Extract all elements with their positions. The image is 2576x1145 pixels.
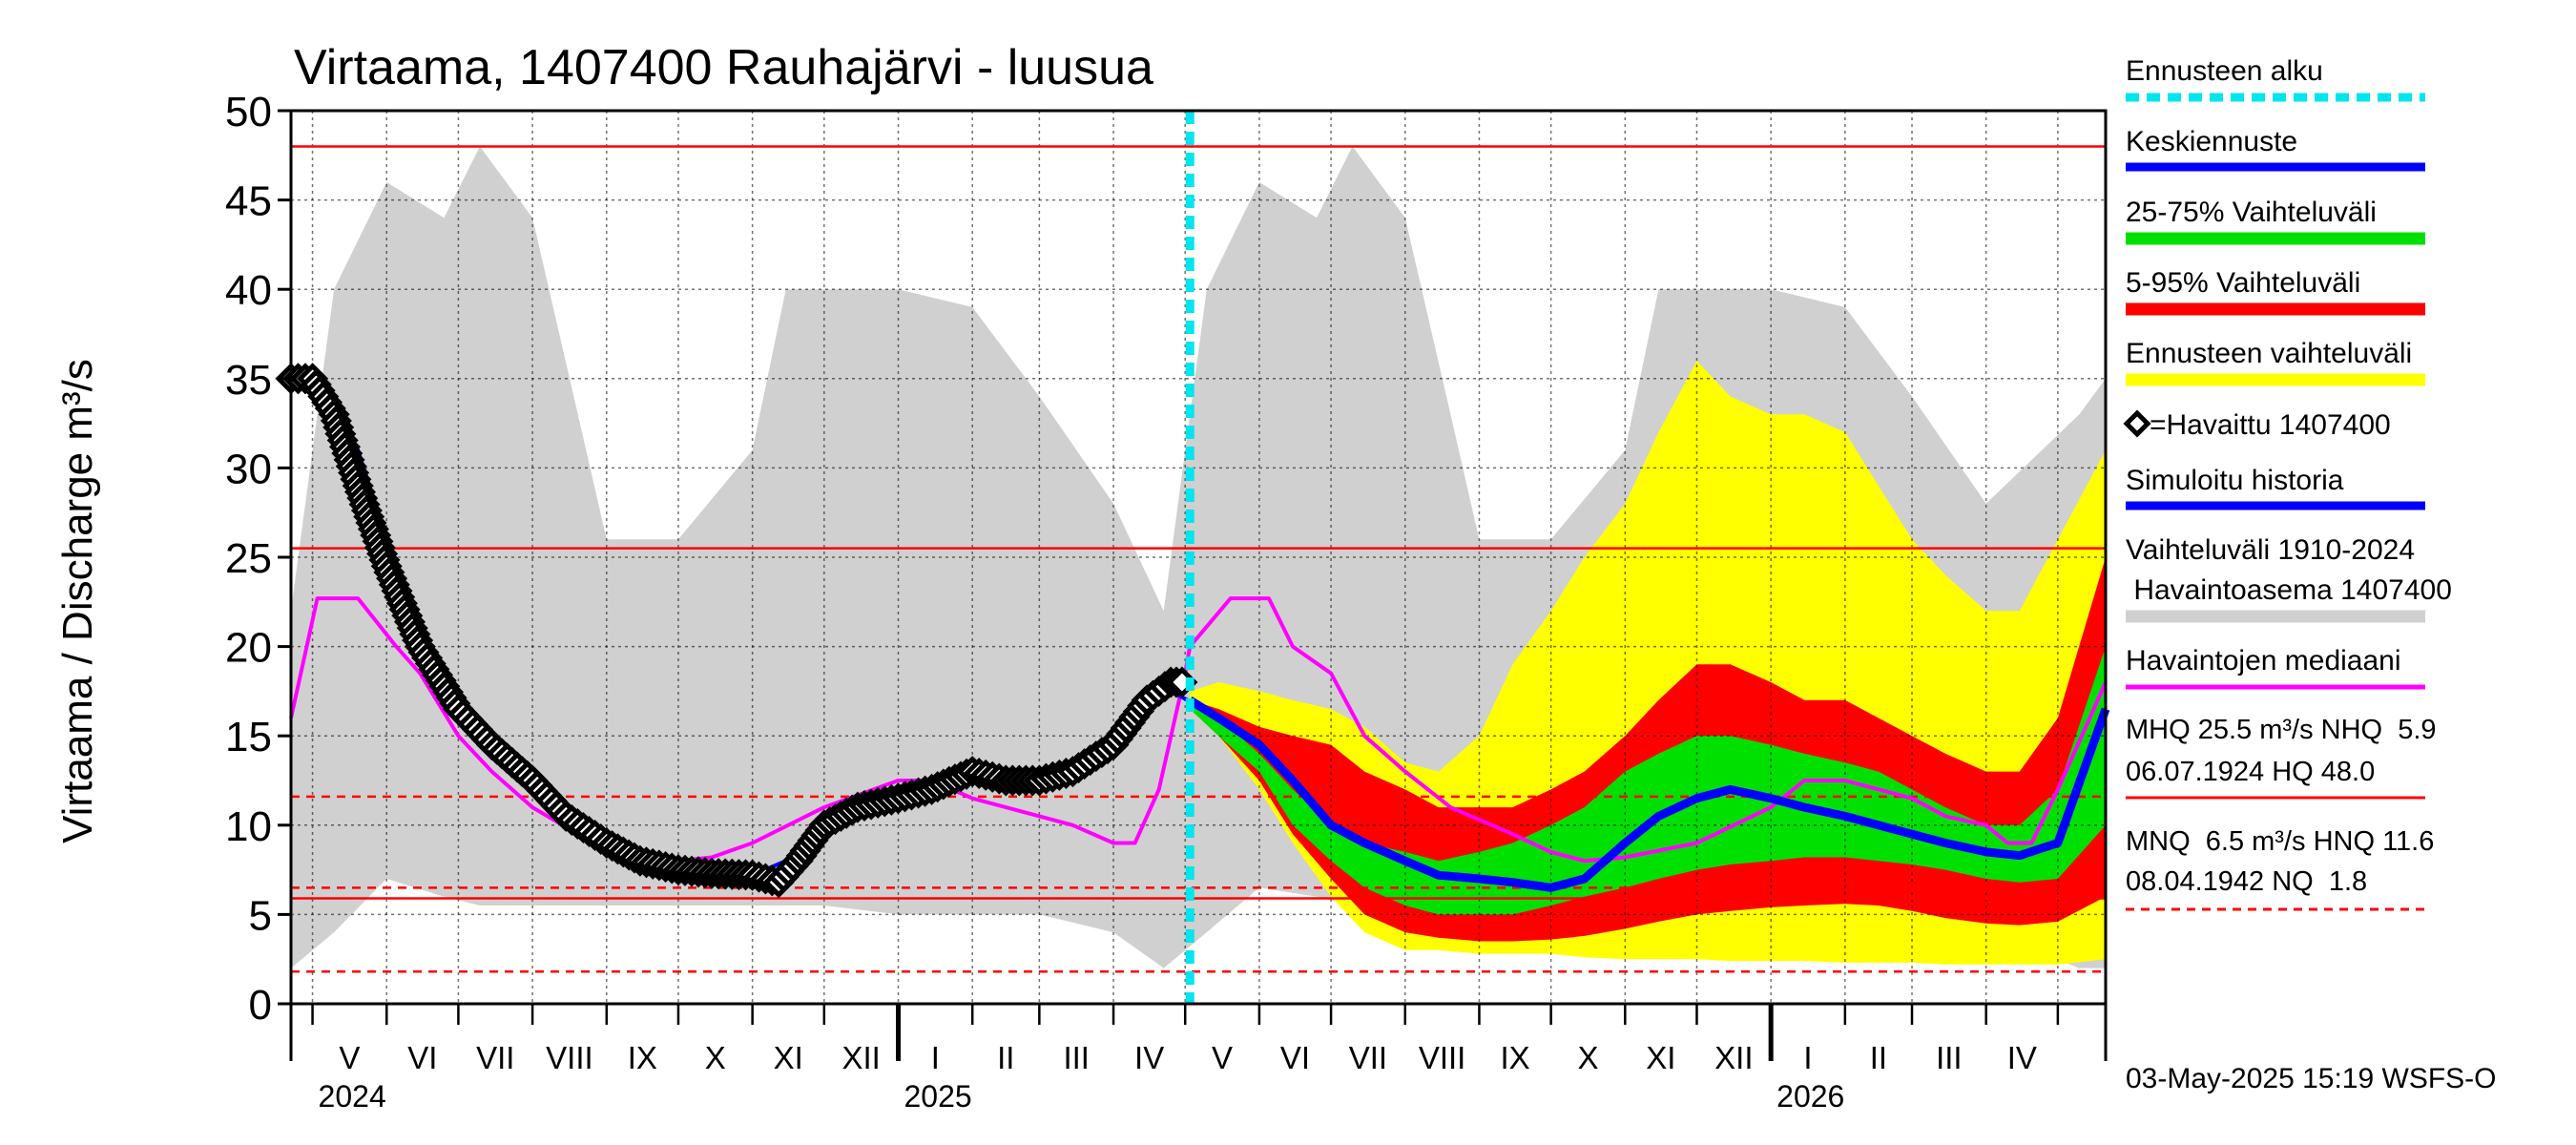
month-label: VIII — [1419, 1040, 1466, 1075]
year-label: 2025 — [904, 1079, 972, 1114]
month-label: VII — [1349, 1040, 1387, 1075]
month-label: III — [1063, 1040, 1090, 1075]
month-label: XI — [774, 1040, 803, 1075]
stats-line-4: 08.04.1942 NQ 1.8 — [2126, 866, 2367, 897]
y-tick-label: 40 — [225, 267, 272, 314]
y-tick-label: 35 — [225, 357, 272, 404]
month-label: VI — [407, 1040, 437, 1075]
month-label: X — [705, 1040, 726, 1075]
stats-line-3: MNQ 6.5 m³/s HNQ 11.6 — [2126, 826, 2434, 857]
month-label: IX — [628, 1040, 657, 1075]
legend-median-label: Havaintojen mediaani — [2126, 645, 2401, 677]
legend-historical-range-label-1: Vaihteluväli 1910-2024 — [2126, 534, 2415, 566]
month-label: I — [931, 1040, 940, 1075]
month-label: XII — [841, 1040, 880, 1075]
y-tick-label: 15 — [225, 714, 272, 760]
timestamp-footer: 03-May-2025 15:19 WSFS-O — [2126, 1063, 2497, 1094]
month-label: VIII — [546, 1040, 593, 1075]
stats-line-2: 06.07.1924 HQ 48.0 — [2126, 757, 2375, 787]
legend-p5-95-label: 5-95% Vaihteluväli — [2126, 267, 2360, 299]
month-label: IV — [1134, 1040, 1164, 1075]
y-tick-label: 50 — [225, 89, 272, 135]
legend-mean-forecast-label: Keskiennuste — [2126, 126, 2297, 157]
y-tick-label: 25 — [225, 535, 272, 582]
month-label: VII — [476, 1040, 514, 1075]
mean-forecast-line — [1187, 696, 2110, 892]
y-tick-label: 10 — [225, 803, 272, 850]
y-tick-label: 20 — [225, 625, 272, 672]
y-tick-label: 45 — [225, 178, 272, 225]
observed-markers — [275, 363, 1198, 899]
legend-forecast-range-label: Ennusteen vaihteluväli — [2126, 338, 2412, 369]
legend-simulated-label: Simuloitu historia — [2126, 465, 2344, 496]
month-label: X — [1577, 1040, 1598, 1075]
month-label: XI — [1646, 1040, 1675, 1075]
legend-observed-marker — [2123, 409, 2151, 438]
plot-area — [275, 110, 2110, 1005]
month-label: V — [339, 1040, 360, 1075]
y-tick-label: 0 — [249, 982, 272, 1029]
month-label: V — [1212, 1040, 1233, 1075]
year-label: 2024 — [319, 1079, 386, 1114]
y-tick-label: 30 — [225, 446, 272, 492]
legend-forecast-start-label: Ennusteen alku — [2126, 55, 2323, 87]
month-label: XII — [1714, 1040, 1753, 1075]
month-label: I — [1803, 1040, 1812, 1075]
month-label: IV — [2007, 1040, 2037, 1075]
y-axis-label: Virtaama / Discharge m³/s — [54, 359, 101, 843]
legend-historical-range-label-2: Havaintoasema 1407400 — [2126, 574, 2452, 606]
legend-observed-label: =Havaittu 1407400 — [2150, 409, 2391, 441]
legend: Ennusteen alku Keskiennuste 25-75% Vaiht… — [2123, 55, 2452, 911]
month-label: III — [1936, 1040, 1963, 1075]
y-tick-label: 5 — [249, 892, 272, 939]
month-label: II — [997, 1040, 1014, 1075]
stats-line-1: MHQ 25.5 m³/s NHQ 5.9 — [2126, 715, 2437, 745]
legend-p25-75-label: 25-75% Vaihteluväli — [2126, 197, 2377, 228]
chart-title: Virtaama, 1407400 Rauhajärvi - luusua — [294, 40, 1153, 95]
year-label: 2026 — [1776, 1079, 1844, 1114]
month-label: VI — [1280, 1040, 1310, 1075]
p25-75-band — [1190, 646, 2106, 915]
month-label: II — [1870, 1040, 1887, 1075]
month-label: IX — [1500, 1040, 1529, 1075]
